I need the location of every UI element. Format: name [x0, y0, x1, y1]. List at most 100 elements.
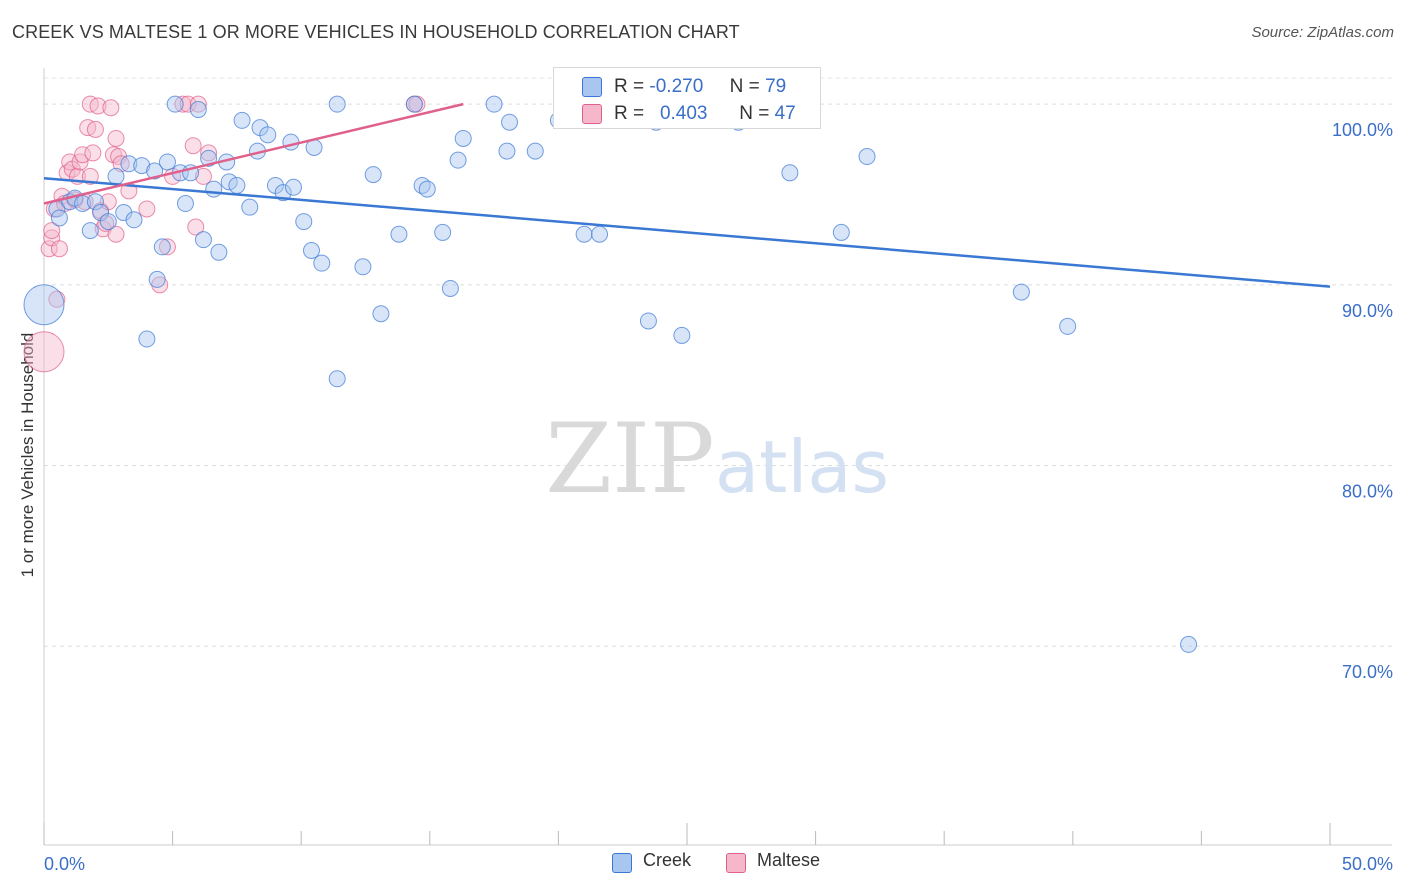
y-tick-label: 100.0%: [1332, 120, 1393, 140]
creek-point: [81, 222, 99, 240]
creek-point: [176, 195, 194, 213]
axes: [43, 68, 1392, 846]
creek-point: [639, 312, 657, 330]
maltese-point: [23, 331, 65, 373]
maltese-point: [102, 99, 120, 117]
maltese-point: [200, 144, 218, 162]
creek-point: [449, 151, 467, 169]
maltese-point: [107, 225, 125, 243]
creek-point: [313, 254, 331, 272]
creek-point: [194, 231, 212, 249]
maltese-point: [43, 222, 61, 240]
stats-creek-r-label: R =: [614, 76, 645, 97]
creek-point: [302, 242, 320, 260]
y-tick-label: 80.0%: [1342, 482, 1393, 502]
creek-point: [591, 225, 609, 243]
maltese-point: [84, 144, 102, 162]
creek-point: [858, 148, 876, 166]
maltese-point: [179, 95, 197, 113]
stats-box: R = -0.270 N = 79 R = 0.403 N = 47: [553, 67, 821, 129]
creek-trendline: [43, 176, 1331, 288]
creek-point: [99, 213, 117, 231]
creek-point: [441, 279, 459, 297]
watermark-zip: ZIP: [545, 403, 714, 515]
maltese-point: [81, 167, 99, 185]
creek-point: [832, 223, 850, 241]
maltese-point: [50, 240, 68, 258]
creek-point: [418, 180, 436, 198]
creek-point: [241, 198, 259, 216]
creek-point: [107, 167, 125, 185]
stats-maltese-r-label: R =: [614, 103, 645, 124]
creek-point: [328, 370, 346, 388]
stats-creek-row: R = -0.270 N = 79: [614, 76, 786, 98]
creek-point: [354, 258, 372, 276]
creek-point: [205, 180, 223, 198]
x-tick-label: 50.0%: [1342, 854, 1393, 874]
data-points: [23, 95, 1198, 653]
creek-point: [328, 95, 346, 113]
stats-creek-swatch: [582, 77, 602, 97]
stats-maltese-r-value: 0.403: [659, 103, 708, 124]
creek-point: [228, 176, 246, 194]
maltese-point: [189, 95, 207, 113]
maltese-point: [158, 238, 176, 256]
trend-lines: [43, 102, 1331, 288]
maltese-trendline: [43, 102, 464, 205]
creek-point: [485, 95, 503, 113]
maltese-point: [107, 129, 125, 147]
legend-maltese-label: Maltese: [757, 850, 821, 870]
creek-point: [673, 326, 691, 344]
y-tick-label: 70.0%: [1342, 662, 1393, 682]
watermark-atlas: atlas: [715, 425, 889, 509]
creek-point: [434, 223, 452, 241]
creek-point: [454, 129, 472, 147]
maltese-point: [48, 290, 66, 308]
tick-labels: 100.0% 90.0% 80.0% 70.0% 0.0% 50.0%: [44, 120, 1393, 874]
creek-point: [498, 142, 516, 160]
legend-maltese-swatch: [726, 853, 746, 873]
creek-point: [575, 225, 593, 243]
creek-point: [364, 166, 382, 184]
creek-point: [1180, 635, 1198, 653]
stats-maltese-row: R = 0.403 N = 47: [614, 103, 796, 125]
creek-point: [372, 305, 390, 323]
creek-point: [233, 111, 251, 129]
maltese-point: [74, 146, 92, 164]
creek-point: [781, 164, 799, 182]
maltese-point: [138, 200, 156, 218]
stats-creek-n-value: 79: [765, 76, 787, 97]
maltese-point: [89, 97, 107, 115]
creek-point: [138, 330, 156, 348]
maltese-point: [187, 218, 205, 236]
chart-source: Source: ZipAtlas.com: [1251, 24, 1394, 41]
stats-maltese-n-label: N =: [739, 103, 770, 124]
legend-creek-label: Creek: [643, 850, 692, 870]
creek-point: [274, 184, 292, 202]
creek-point: [189, 101, 207, 119]
creek-point: [210, 243, 228, 261]
creek-point: [133, 157, 151, 175]
creek-point: [146, 162, 164, 180]
creek-point: [295, 213, 313, 231]
maltese-point: [184, 137, 202, 155]
chart-title: CREEK VS MALTESE 1 OR MORE VEHICLES IN H…: [12, 22, 740, 42]
stats-creek-n-label: N =: [729, 76, 760, 97]
creek-point: [153, 238, 171, 256]
x-tick-label: 0.0%: [44, 854, 85, 874]
creek-point: [501, 113, 519, 131]
maltese-point: [40, 240, 58, 258]
legend-creek-swatch: [612, 853, 632, 873]
y-tick-label: 90.0%: [1342, 301, 1393, 321]
stats-creek-r-value: -0.270: [649, 76, 704, 97]
creek-point: [125, 211, 143, 229]
stats-maltese-n-value: 47: [774, 103, 796, 124]
creek-point: [50, 209, 68, 227]
maltese-point: [194, 167, 212, 185]
stats-maltese-swatch: [582, 104, 602, 124]
grid-lines: [44, 77, 1392, 647]
creek-point: [390, 225, 408, 243]
creek-point: [158, 153, 176, 171]
creek-point: [1012, 283, 1030, 301]
